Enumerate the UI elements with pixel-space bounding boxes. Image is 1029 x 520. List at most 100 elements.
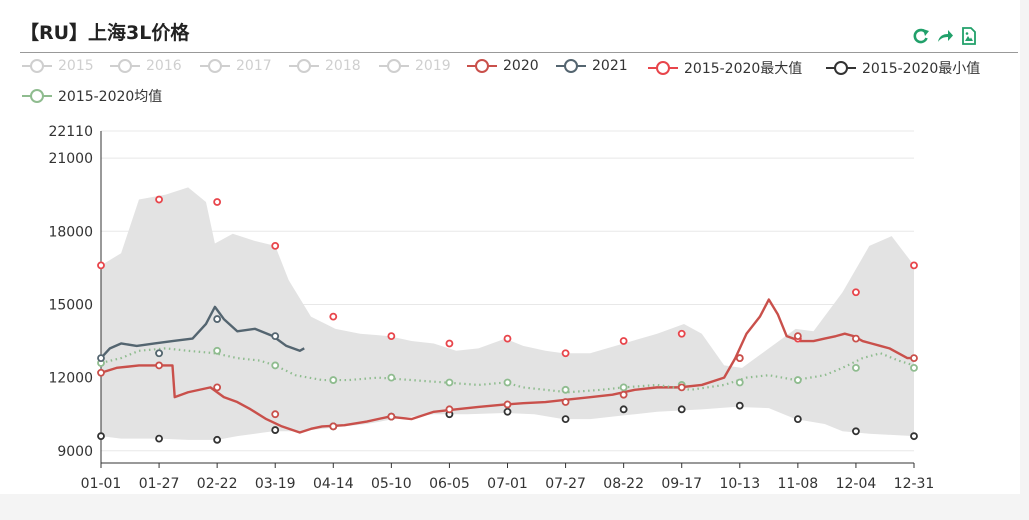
x-tick-label: 06-05: [429, 476, 470, 492]
legend-symbol-icon: [826, 61, 856, 75]
toolbox: [912, 27, 978, 45]
marker-point-mean: [910, 363, 918, 372]
legend-item-2015-2020最大值[interactable]: 2015-2020最大值: [648, 58, 802, 78]
marker-point-max: [213, 198, 222, 206]
y-tick-label: 12000: [48, 371, 93, 387]
marker-point-y2020: [735, 354, 744, 363]
marker-point-y2020: [213, 383, 222, 392]
marker-point-max: [387, 332, 396, 341]
legend-label: 2019: [415, 58, 451, 74]
marker-point-max: [852, 288, 860, 297]
series-line-2021: [100, 305, 305, 359]
title-divider: [20, 52, 1018, 53]
marker-point-max: [619, 337, 628, 345]
marker-point-mean: [619, 383, 628, 392]
series-line-2020: [100, 298, 914, 434]
marker-point-min: [910, 432, 918, 441]
legend-label: 2018: [325, 58, 361, 74]
share-arrow-icon[interactable]: [936, 27, 954, 45]
marker-point-y2020: [271, 410, 280, 419]
legend-symbol-icon: [379, 59, 409, 73]
marker-point-y2020: [387, 412, 396, 421]
x-tick-label: 10-13: [719, 476, 760, 492]
marker-point-mean: [735, 378, 744, 387]
x-tick-label: 04-14: [313, 476, 354, 492]
marker-point-mean: [561, 385, 570, 394]
legend-label: 2015-2020最小值: [862, 61, 981, 77]
marker-point-min: [213, 435, 222, 444]
legend-item-2018[interactable]: 2018: [289, 58, 361, 74]
marker-point-min: [793, 415, 802, 423]
legend-symbol-icon: [22, 59, 52, 73]
marker-point-y2020: [445, 405, 454, 414]
x-tick-label: 03-19: [255, 476, 296, 492]
legend-symbol-icon: [22, 89, 52, 103]
x-tick-label: 02-22: [197, 476, 238, 492]
marker-point-y2020: [155, 361, 163, 370]
legend-label: 2016: [146, 58, 182, 74]
legend-label: 2017: [236, 58, 272, 74]
marker-point-max: [155, 195, 163, 204]
marker-point-mean: [329, 376, 338, 384]
marker-point-min: [155, 434, 163, 443]
legend-label: 2015: [58, 58, 94, 74]
marker-point-max: [97, 261, 105, 270]
x-tick-label: 11-08: [778, 476, 819, 492]
save-image-icon[interactable]: [960, 27, 978, 45]
y-tick-label: 15000: [48, 297, 93, 313]
marker-point-mean: [793, 376, 802, 384]
marker-point-min: [735, 401, 744, 410]
marker-point-y2020: [793, 332, 802, 341]
legend-item-2017[interactable]: 2017: [200, 58, 272, 74]
legend-label: 2020: [503, 58, 539, 74]
marker-point-min: [619, 405, 628, 414]
marker-point-mean: [213, 346, 222, 355]
y-tick-label: 22110: [48, 124, 93, 140]
marker-point-mean: [503, 378, 512, 387]
marker-point-min: [677, 405, 686, 414]
y-tick-label: 9000: [57, 444, 93, 460]
marker-point-mean: [271, 361, 280, 370]
x-tick-label: 12-31: [894, 476, 935, 492]
legend-item-2021[interactable]: 2021: [556, 58, 628, 74]
marker-point-max: [503, 334, 512, 343]
refresh-icon[interactable]: [912, 27, 930, 45]
x-tick-label: 07-01: [487, 476, 528, 492]
marker-point-min: [97, 432, 105, 441]
x-tick-label: 01-01: [81, 476, 122, 492]
legend-item-2015-2020均值[interactable]: 2015-2020均值: [22, 86, 162, 106]
marker-point-mean: [445, 378, 454, 387]
marker-point-y2020: [852, 334, 860, 343]
legend-item-2020[interactable]: 2020: [467, 58, 539, 74]
marker-point-y2021: [213, 315, 222, 323]
x-tick-label: 08-22: [603, 476, 644, 492]
x-tick-label: 09-17: [661, 476, 702, 492]
marker-point-min: [271, 426, 280, 434]
marker-point-y2020: [503, 400, 512, 409]
marker-point-mean: [387, 373, 396, 382]
marker-point-mean: [852, 363, 860, 372]
legend-label: 2015-2020最大值: [684, 61, 803, 77]
legend-item-2015[interactable]: 2015: [22, 58, 94, 74]
legend-label: 2021: [592, 58, 628, 74]
legend-item-2015-2020最小值[interactable]: 2015-2020最小值: [826, 58, 980, 78]
marker-point-y2021: [97, 354, 105, 363]
x-tick-label: 05-10: [371, 476, 412, 492]
marker-point-y2021: [271, 332, 280, 341]
legend-item-2019[interactable]: 2019: [379, 58, 451, 74]
marker-point-min: [503, 407, 512, 416]
legend-symbol-icon: [556, 59, 586, 73]
marker-point-max: [445, 339, 454, 348]
marker-point-y2021: [155, 349, 163, 358]
marker-point-min: [852, 427, 860, 436]
marker-point-max: [271, 241, 280, 250]
marker-point-max: [910, 261, 918, 270]
legend-symbol-icon: [110, 59, 140, 73]
chart-title: 【RU】上海3L价格: [20, 22, 190, 44]
chart-plot: 9000 12000 15000 18000 21000 22110 01-01 01-27 0…: [48, 124, 935, 492]
legend-symbol-icon: [467, 59, 497, 73]
x-tick-label: 07-27: [545, 476, 586, 492]
range-band: [101, 187, 914, 440]
marker-point-y2020: [97, 368, 105, 377]
legend-item-2016[interactable]: 2016: [110, 58, 182, 74]
